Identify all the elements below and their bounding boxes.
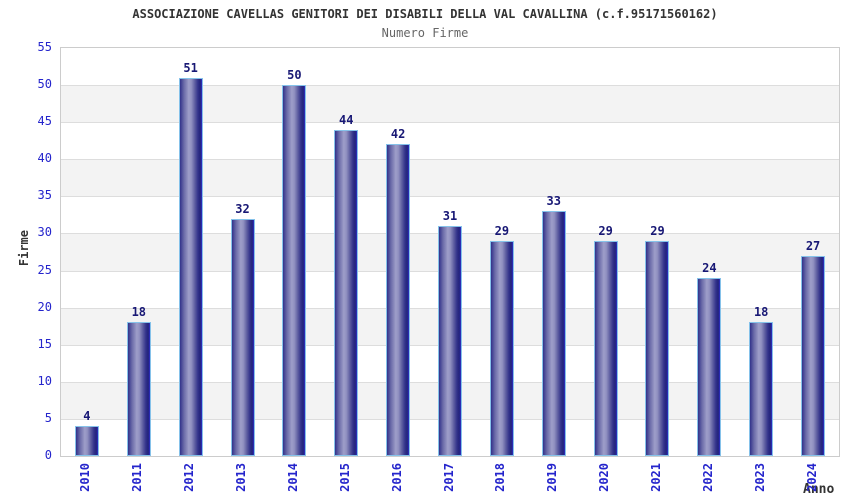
x-tick-label: 2010 — [78, 463, 93, 492]
bar-value-label: 31 — [442, 209, 458, 224]
chart-subtitle: Numero Firme — [381, 26, 469, 40]
chart-title: ASSOCIAZIONE CAVELLAS GENITORI DEI DISAB… — [132, 7, 718, 21]
gridline — [61, 122, 839, 124]
bar — [230, 218, 255, 456]
x-tick-label: 2013 — [234, 463, 249, 492]
bar — [801, 255, 826, 456]
bar-value-label: 18 — [131, 305, 147, 320]
bar-value-label: 29 — [650, 223, 665, 238]
y-tick-label: 10 — [37, 373, 52, 388]
x-tick-label: 2018 — [493, 463, 508, 492]
x-tick-label: 2021 — [648, 463, 663, 492]
x-tick-label: 2016 — [389, 463, 404, 492]
bar — [749, 322, 774, 456]
x-tick-label: 2019 — [545, 463, 560, 492]
x-axis-title: Anno — [803, 482, 835, 497]
bar-value-label: 51 — [183, 60, 198, 75]
bar-value-label: 42 — [390, 127, 406, 142]
bar — [74, 426, 99, 456]
bar — [178, 77, 203, 456]
x-tick-label: 2023 — [752, 463, 767, 492]
bar — [489, 240, 514, 456]
x-tick-label: 2022 — [700, 463, 715, 492]
y-tick-label: 40 — [37, 151, 52, 166]
x-tick-label: 2017 — [441, 463, 456, 492]
bar — [126, 322, 151, 456]
bar — [438, 226, 462, 456]
y-tick-label: 20 — [37, 299, 52, 314]
y-tick-label: 35 — [37, 188, 52, 203]
y-tick-label: 50 — [37, 77, 52, 92]
plot-area: 4 18 51 32 50 44 42 31 29 33 29 29 24 18 27 — [60, 47, 840, 457]
y-tick-label: 45 — [37, 114, 52, 129]
bar-value-label: 4 — [83, 409, 91, 424]
x-tick-label: 2015 — [337, 463, 352, 492]
bar — [541, 211, 566, 456]
bar — [334, 129, 359, 456]
bar-value-label: 29 — [598, 223, 613, 238]
bar-value-label: 29 — [494, 223, 510, 238]
y-tick-label: 5 — [44, 410, 52, 425]
gridline — [61, 159, 839, 161]
y-tick-label: 25 — [37, 262, 52, 277]
bar-value-label: 27 — [805, 238, 821, 253]
bar — [645, 240, 670, 456]
bar — [697, 277, 722, 456]
x-tick-label: 2012 — [182, 463, 197, 492]
bar-value-label: 18 — [753, 305, 769, 320]
y-tick-label: 30 — [37, 225, 52, 240]
x-tick-label: 2014 — [285, 463, 300, 492]
y-tick-label: 55 — [37, 40, 52, 54]
bar — [282, 85, 307, 456]
y-tick-label: 15 — [37, 336, 52, 351]
bar-value-label: 44 — [339, 112, 354, 127]
bar-value-label: 33 — [546, 194, 561, 209]
x-tick-label: 2024 — [804, 463, 819, 492]
bar — [593, 240, 618, 456]
x-tick-label: 2011 — [130, 463, 145, 492]
bar — [386, 144, 411, 456]
bar-value-label: 50 — [287, 68, 302, 83]
x-tick-label: 2020 — [597, 463, 612, 492]
gridline — [61, 196, 839, 198]
bar-value-label: 24 — [702, 260, 717, 275]
gridline — [61, 85, 839, 87]
y-tick-label: 0 — [44, 448, 52, 462]
bar-value-label: 32 — [235, 201, 250, 216]
